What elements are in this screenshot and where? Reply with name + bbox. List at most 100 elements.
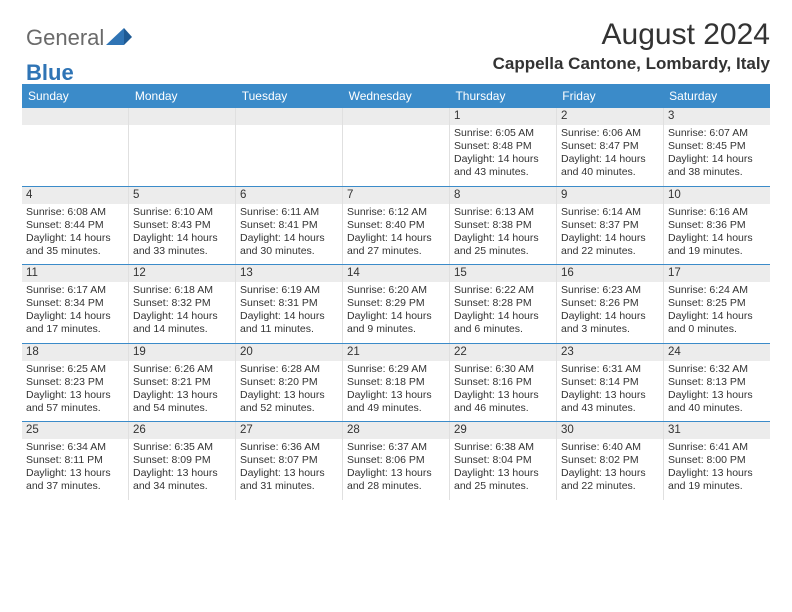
sunrise-text: Sunrise: 6:12 AM (347, 206, 445, 219)
day-number: 17 (664, 265, 770, 282)
day-cell: 10Sunrise: 6:16 AMSunset: 8:36 PMDayligh… (664, 187, 770, 265)
page-header: General August 2024 Cappella Cantone, Lo… (22, 18, 770, 74)
daylight-text: Daylight: 13 hours and 46 minutes. (454, 389, 552, 415)
logo-text-2: Blue (26, 60, 74, 85)
sunset-text: Sunset: 8:04 PM (454, 454, 552, 467)
weekday-header: Wednesday (343, 84, 450, 108)
weekday-header-row: Sunday Monday Tuesday Wednesday Thursday… (22, 84, 770, 108)
day-cell: 24Sunrise: 6:32 AMSunset: 8:13 PMDayligh… (664, 344, 770, 422)
sunset-text: Sunset: 8:29 PM (347, 297, 445, 310)
day-body: Sunrise: 6:38 AMSunset: 8:04 PMDaylight:… (450, 439, 556, 500)
daylight-text: Daylight: 13 hours and 19 minutes. (668, 467, 766, 493)
day-number: 1 (450, 108, 556, 125)
sunset-text: Sunset: 8:44 PM (26, 219, 124, 232)
day-number: 31 (664, 422, 770, 439)
day-body: Sunrise: 6:25 AMSunset: 8:23 PMDaylight:… (22, 361, 128, 422)
day-body: Sunrise: 6:26 AMSunset: 8:21 PMDaylight:… (129, 361, 235, 422)
day-body: Sunrise: 6:17 AMSunset: 8:34 PMDaylight:… (22, 282, 128, 343)
weekday-header: Thursday (449, 84, 556, 108)
day-number: 30 (557, 422, 663, 439)
daylight-text: Daylight: 14 hours and 11 minutes. (240, 310, 338, 336)
day-cell: 3Sunrise: 6:07 AMSunset: 8:45 PMDaylight… (664, 108, 770, 186)
daylight-text: Daylight: 14 hours and 14 minutes. (133, 310, 231, 336)
sunset-text: Sunset: 8:41 PM (240, 219, 338, 232)
daylight-text: Daylight: 14 hours and 38 minutes. (668, 153, 766, 179)
sunrise-text: Sunrise: 6:37 AM (347, 441, 445, 454)
day-body: Sunrise: 6:08 AMSunset: 8:44 PMDaylight:… (22, 204, 128, 265)
daylight-text: Daylight: 13 hours and 49 minutes. (347, 389, 445, 415)
day-body: Sunrise: 6:32 AMSunset: 8:13 PMDaylight:… (664, 361, 770, 422)
weekday-header: Tuesday (236, 84, 343, 108)
calendar-grid: Sunday Monday Tuesday Wednesday Thursday… (22, 84, 770, 500)
daylight-text: Daylight: 13 hours and 57 minutes. (26, 389, 124, 415)
day-cell: 26Sunrise: 6:35 AMSunset: 8:09 PMDayligh… (129, 422, 236, 500)
sunrise-text: Sunrise: 6:35 AM (133, 441, 231, 454)
day-body: Sunrise: 6:05 AMSunset: 8:48 PMDaylight:… (450, 125, 556, 186)
logo: General (26, 24, 132, 52)
day-number: 21 (343, 344, 449, 361)
calendar-page: General August 2024 Cappella Cantone, Lo… (0, 0, 792, 510)
day-cell: 11Sunrise: 6:17 AMSunset: 8:34 PMDayligh… (22, 265, 129, 343)
day-cell (22, 108, 129, 186)
day-body: Sunrise: 6:29 AMSunset: 8:18 PMDaylight:… (343, 361, 449, 422)
daylight-text: Daylight: 14 hours and 35 minutes. (26, 232, 124, 258)
weekday-header: Sunday (22, 84, 129, 108)
day-number: 14 (343, 265, 449, 282)
sunrise-text: Sunrise: 6:06 AM (561, 127, 659, 140)
weekday-header: Monday (129, 84, 236, 108)
day-cell: 1Sunrise: 6:05 AMSunset: 8:48 PMDaylight… (450, 108, 557, 186)
sunrise-text: Sunrise: 6:07 AM (668, 127, 766, 140)
daylight-text: Daylight: 13 hours and 22 minutes. (561, 467, 659, 493)
daylight-text: Daylight: 14 hours and 9 minutes. (347, 310, 445, 336)
day-number: 16 (557, 265, 663, 282)
day-body: Sunrise: 6:28 AMSunset: 8:20 PMDaylight:… (236, 361, 342, 422)
day-cell: 20Sunrise: 6:28 AMSunset: 8:20 PMDayligh… (236, 344, 343, 422)
day-number: 25 (22, 422, 128, 439)
day-cell: 2Sunrise: 6:06 AMSunset: 8:47 PMDaylight… (557, 108, 664, 186)
daylight-text: Daylight: 14 hours and 25 minutes. (454, 232, 552, 258)
day-body: Sunrise: 6:35 AMSunset: 8:09 PMDaylight:… (129, 439, 235, 500)
day-cell: 5Sunrise: 6:10 AMSunset: 8:43 PMDaylight… (129, 187, 236, 265)
day-number: 24 (664, 344, 770, 361)
sunrise-text: Sunrise: 6:20 AM (347, 284, 445, 297)
day-cell: 18Sunrise: 6:25 AMSunset: 8:23 PMDayligh… (22, 344, 129, 422)
day-number (343, 108, 449, 125)
day-cell (236, 108, 343, 186)
day-body: Sunrise: 6:06 AMSunset: 8:47 PMDaylight:… (557, 125, 663, 186)
daylight-text: Daylight: 14 hours and 27 minutes. (347, 232, 445, 258)
daylight-text: Daylight: 14 hours and 40 minutes. (561, 153, 659, 179)
sunrise-text: Sunrise: 6:13 AM (454, 206, 552, 219)
sunset-text: Sunset: 8:18 PM (347, 376, 445, 389)
day-body: Sunrise: 6:36 AMSunset: 8:07 PMDaylight:… (236, 439, 342, 500)
logo-text-1: General (26, 25, 104, 51)
day-body: Sunrise: 6:37 AMSunset: 8:06 PMDaylight:… (343, 439, 449, 500)
day-body: Sunrise: 6:24 AMSunset: 8:25 PMDaylight:… (664, 282, 770, 343)
sunset-text: Sunset: 8:09 PM (133, 454, 231, 467)
day-cell: 12Sunrise: 6:18 AMSunset: 8:32 PMDayligh… (129, 265, 236, 343)
sunset-text: Sunset: 8:06 PM (347, 454, 445, 467)
sunrise-text: Sunrise: 6:14 AM (561, 206, 659, 219)
sunrise-text: Sunrise: 6:26 AM (133, 363, 231, 376)
day-cell: 15Sunrise: 6:22 AMSunset: 8:28 PMDayligh… (450, 265, 557, 343)
day-body: Sunrise: 6:16 AMSunset: 8:36 PMDaylight:… (664, 204, 770, 265)
sunset-text: Sunset: 8:20 PM (240, 376, 338, 389)
sunrise-text: Sunrise: 6:31 AM (561, 363, 659, 376)
sunrise-text: Sunrise: 6:19 AM (240, 284, 338, 297)
day-cell: 31Sunrise: 6:41 AMSunset: 8:00 PMDayligh… (664, 422, 770, 500)
day-body: Sunrise: 6:10 AMSunset: 8:43 PMDaylight:… (129, 204, 235, 265)
sunset-text: Sunset: 8:37 PM (561, 219, 659, 232)
sunrise-text: Sunrise: 6:05 AM (454, 127, 552, 140)
day-number (129, 108, 235, 125)
day-cell: 9Sunrise: 6:14 AMSunset: 8:37 PMDaylight… (557, 187, 664, 265)
day-number: 19 (129, 344, 235, 361)
day-number: 23 (557, 344, 663, 361)
week-row: 1Sunrise: 6:05 AMSunset: 8:48 PMDaylight… (22, 108, 770, 186)
daylight-text: Daylight: 13 hours and 37 minutes. (26, 467, 124, 493)
sunrise-text: Sunrise: 6:29 AM (347, 363, 445, 376)
day-cell: 4Sunrise: 6:08 AMSunset: 8:44 PMDaylight… (22, 187, 129, 265)
sunset-text: Sunset: 8:38 PM (454, 219, 552, 232)
day-number: 4 (22, 187, 128, 204)
day-cell (343, 108, 450, 186)
daylight-text: Daylight: 13 hours and 31 minutes. (240, 467, 338, 493)
sunset-text: Sunset: 8:34 PM (26, 297, 124, 310)
